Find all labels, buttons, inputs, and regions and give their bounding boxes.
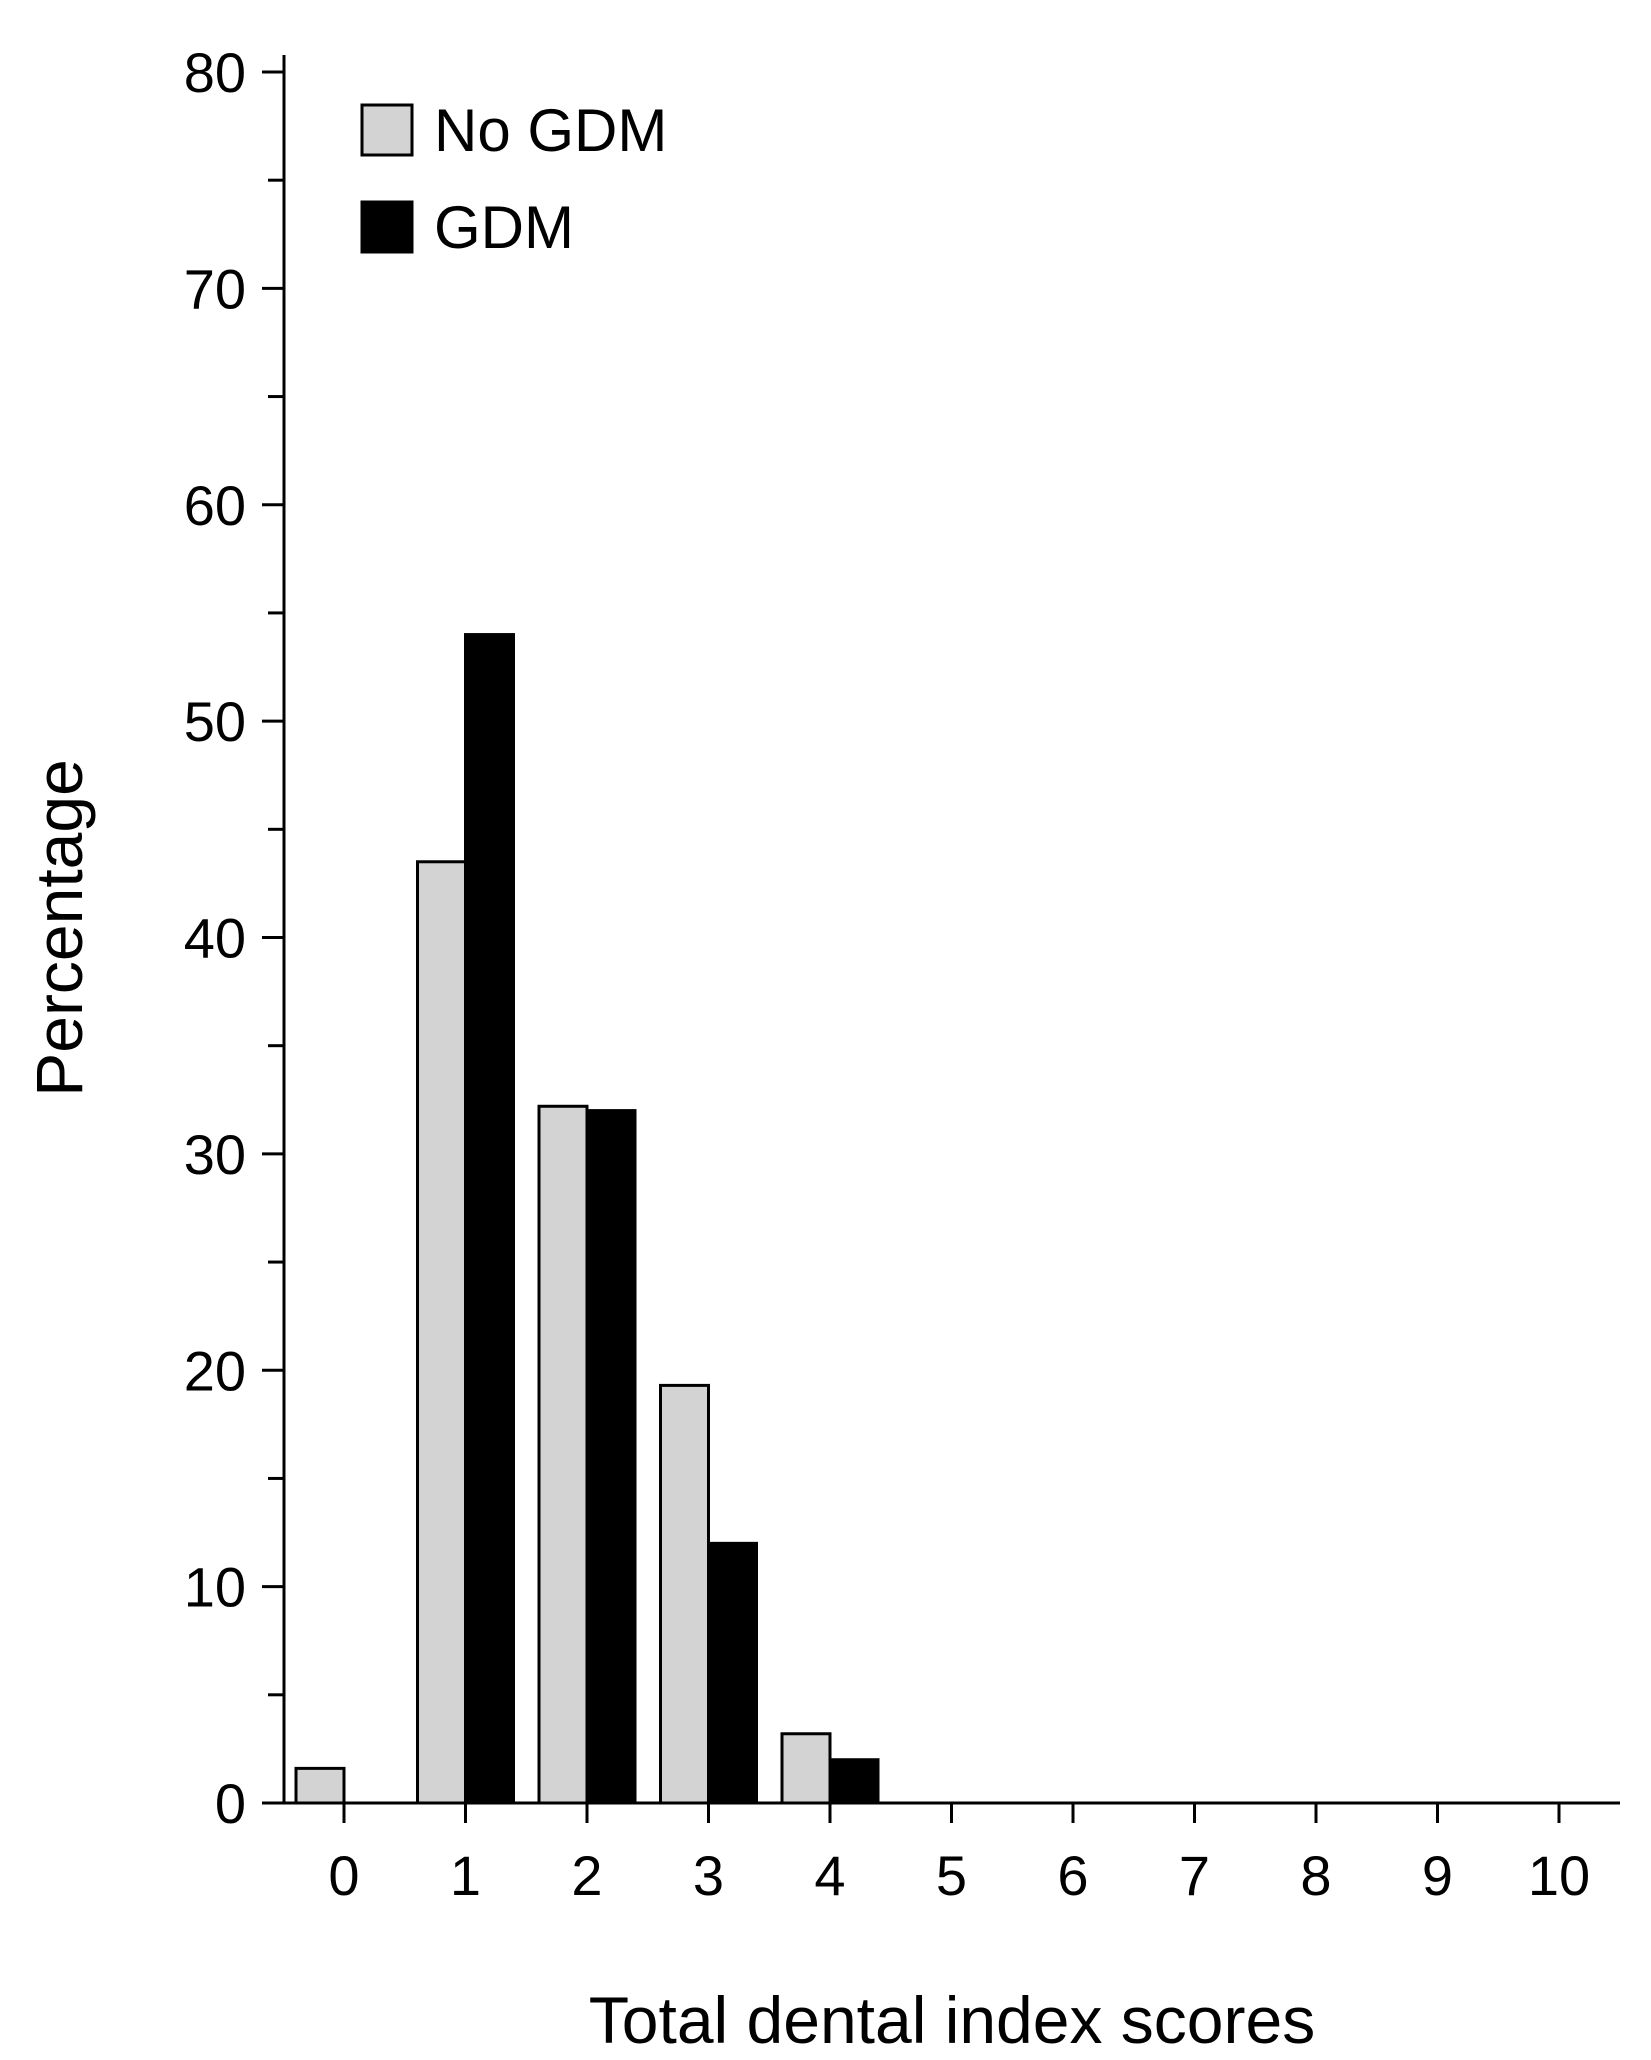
x-tick-label: 9 (1422, 1844, 1453, 1907)
legend: No GDM GDM (360, 97, 667, 261)
bar-no-gdm-1 (416, 860, 467, 1805)
bar-gdm-4 (828, 1758, 880, 1805)
bar-gdm-1 (464, 633, 515, 1805)
x-tick-label: 0 (328, 1844, 359, 1907)
y-tick-label: 0 (215, 1772, 246, 1835)
bar-gdm-2 (585, 1109, 637, 1805)
bars-group (294, 633, 880, 1805)
y-axis-title: Percentage (22, 759, 96, 1097)
legend-label-gdm: GDM (434, 194, 574, 261)
y-ticks-group: 0 10 20 30 40 50 60 70 80 (184, 41, 284, 1835)
y-tick-label: 50 (184, 690, 246, 753)
legend-label-no-gdm: No GDM (434, 97, 667, 164)
x-tick-label: 2 (571, 1844, 602, 1907)
bar-no-gdm-4 (780, 1732, 832, 1805)
y-tick-label: 40 (184, 907, 246, 970)
x-tick-label: 6 (1057, 1844, 1088, 1907)
x-tick-label: 8 (1300, 1844, 1331, 1907)
axes-group (262, 55, 1620, 1805)
x-tick-label: 3 (693, 1844, 724, 1907)
legend-swatch-gdm (360, 200, 414, 254)
y-tick-label: 60 (184, 474, 246, 537)
bar-gdm-3 (707, 1541, 758, 1805)
bar-no-gdm-3 (659, 1383, 710, 1805)
y-tick-label: 70 (184, 257, 246, 320)
x-axis-title: Total dental index scores (589, 1983, 1315, 2057)
x-tick-label: 10 (1528, 1844, 1590, 1907)
x-tick-label: 5 (936, 1844, 967, 1907)
x-tick-label: 7 (1179, 1844, 1210, 1907)
x-ticks-group: 0 1 2 3 4 5 6 7 8 9 10 (328, 1803, 1590, 1907)
x-tick-label: 4 (814, 1844, 845, 1907)
bar-no-gdm-0 (294, 1766, 346, 1805)
x-tick-label: 1 (450, 1844, 481, 1907)
bar-no-gdm-2 (537, 1104, 589, 1805)
y-tick-label: 30 (184, 1123, 246, 1186)
y-tick-label: 10 (184, 1556, 246, 1619)
legend-swatch-no-gdm (360, 103, 414, 157)
y-tick-label: 80 (184, 41, 246, 104)
y-tick-label: 20 (184, 1339, 246, 1402)
